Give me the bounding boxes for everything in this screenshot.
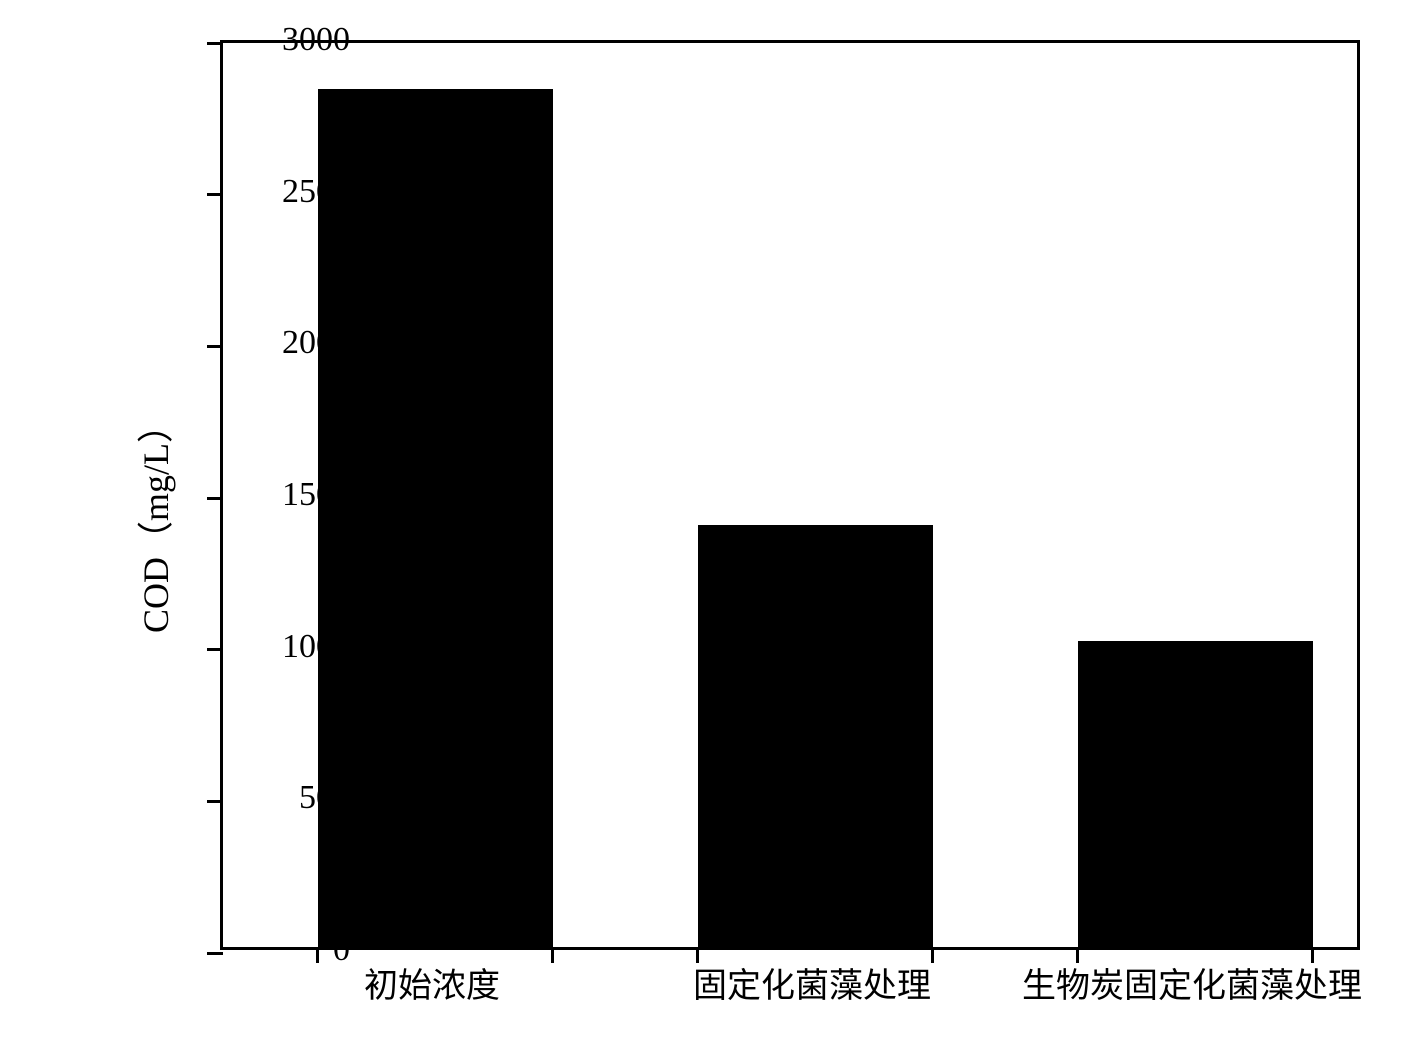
y-tick bbox=[207, 193, 223, 196]
y-tick-label: 1000 bbox=[240, 628, 350, 666]
y-tick bbox=[207, 952, 223, 955]
y-tick-label: 1500 bbox=[240, 476, 350, 514]
y-tick-label: 0 bbox=[240, 931, 350, 969]
y-tick-label: 2000 bbox=[240, 324, 350, 362]
x-tick-label: 生物炭固定化菌藻处理 bbox=[1022, 958, 1362, 1007]
y-axis-label: COD（mg/L） bbox=[127, 407, 179, 633]
y-tick bbox=[207, 345, 223, 348]
y-tick bbox=[207, 42, 223, 45]
y-tick bbox=[207, 800, 223, 803]
y-tick bbox=[207, 648, 223, 651]
y-tick bbox=[207, 497, 223, 500]
chart-container: COD（mg/L） 0 500 1000 1500 2000 2500 3000 初始浓度 固定… bbox=[100, 20, 1380, 1020]
bar bbox=[698, 525, 933, 947]
bar bbox=[1078, 641, 1313, 947]
bar bbox=[318, 89, 553, 947]
x-tick bbox=[931, 947, 934, 963]
y-tick-label: 3000 bbox=[240, 21, 350, 59]
x-tick bbox=[551, 947, 554, 963]
y-tick-label: 2500 bbox=[240, 173, 350, 211]
x-tick-label: 初始浓度 bbox=[364, 958, 500, 1007]
x-tick-label: 固定化菌藻处理 bbox=[693, 958, 931, 1007]
y-tick-label: 500 bbox=[240, 779, 350, 817]
plot-area bbox=[220, 40, 1360, 950]
